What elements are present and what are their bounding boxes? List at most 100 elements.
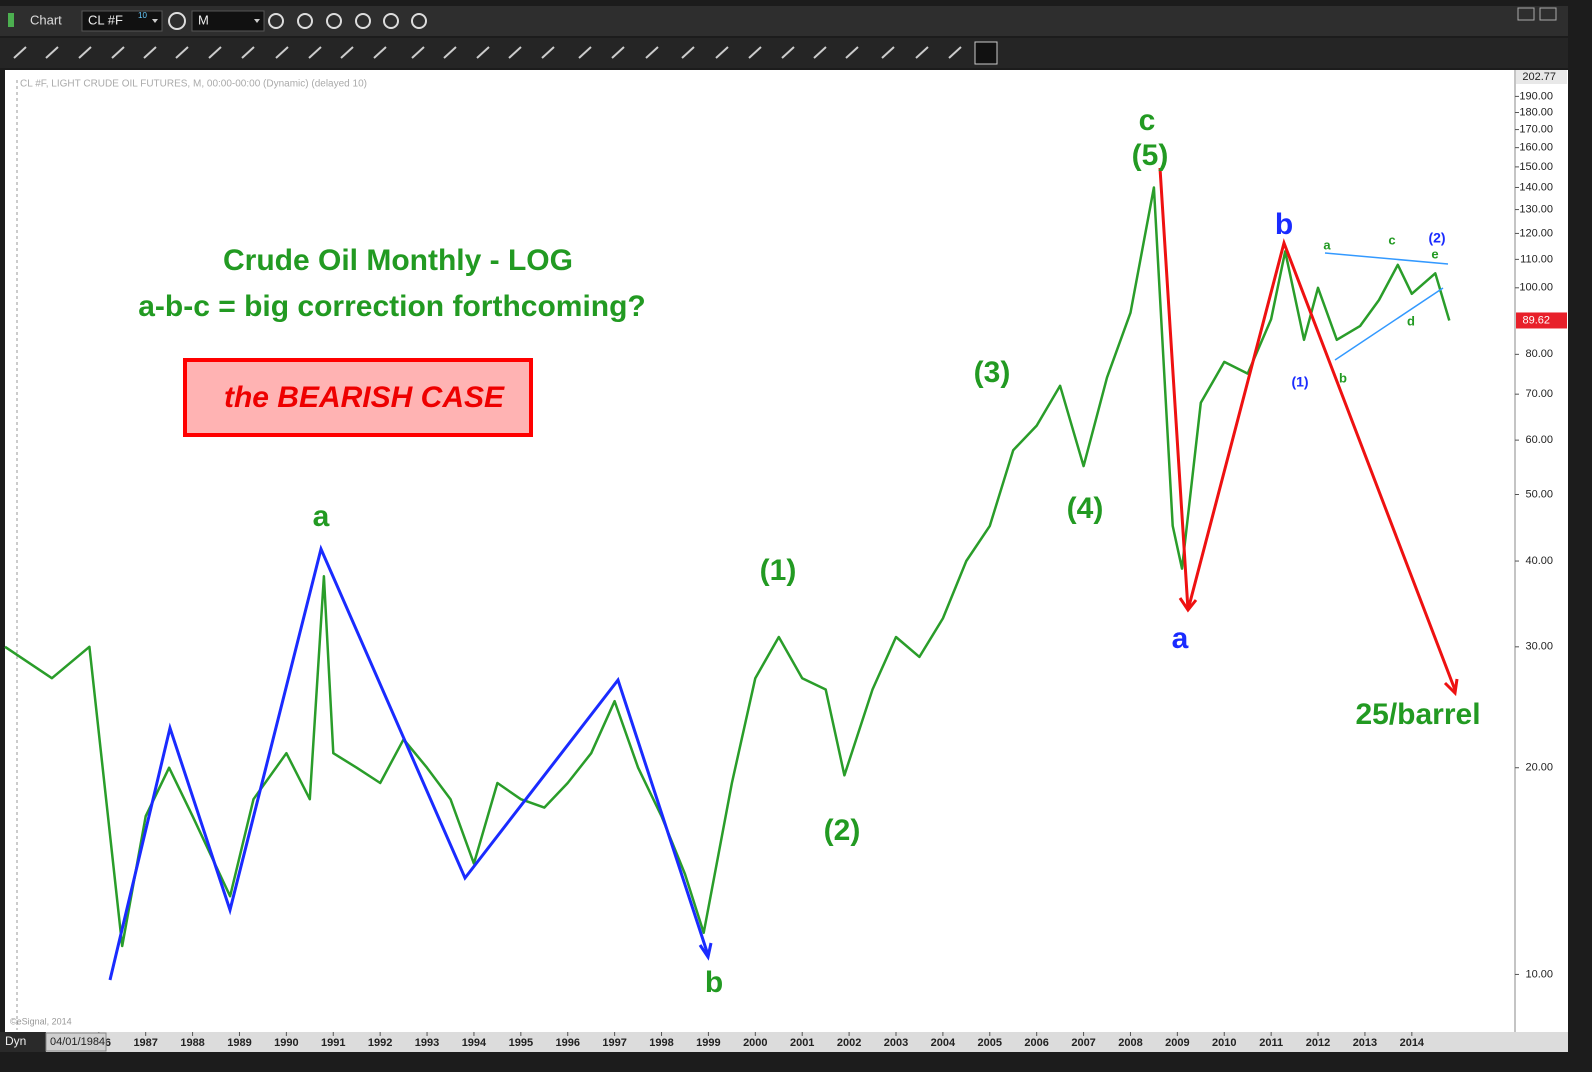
tool-icon (915, 46, 929, 59)
price-axis (1515, 70, 1568, 1032)
title-tool[interactable] (326, 13, 342, 29)
y-tick-label: 160.00 (1519, 142, 1553, 154)
x-tick-label: 1993 (415, 1037, 439, 1049)
title-tool[interactable] (297, 13, 313, 29)
title-tool[interactable] (268, 13, 284, 29)
x-tick-label: 2003 (884, 1037, 908, 1049)
link-button[interactable] (168, 12, 186, 30)
x-tick-label: 1995 (509, 1037, 533, 1049)
tool-button[interactable] (878, 43, 900, 63)
tool-icon (373, 46, 387, 59)
x-tick-label: 1994 (462, 1037, 487, 1049)
title-tool[interactable] (411, 13, 427, 29)
tool-button[interactable] (608, 43, 630, 63)
tool-button[interactable] (10, 43, 32, 63)
wave-label: (4) (1067, 492, 1104, 525)
title-tool[interactable] (383, 13, 399, 29)
tool-button[interactable] (42, 43, 64, 63)
x-tick-label: 2002 (837, 1037, 861, 1049)
tool-icon (781, 46, 795, 59)
y-tick-label: 60.00 (1525, 434, 1553, 446)
last-price-box (1516, 312, 1567, 329)
wave-label: (2) (824, 814, 861, 847)
wave-label: c (1388, 232, 1395, 247)
tool-button[interactable] (272, 43, 294, 63)
y-tick-label: 30.00 (1525, 641, 1553, 653)
tool-button[interactable] (678, 43, 700, 63)
y-tick-label: 80.00 (1525, 348, 1553, 360)
y-tick-label: 170.00 (1519, 123, 1553, 135)
tool-button[interactable] (842, 43, 864, 63)
x-tick-label: 2006 (1024, 1037, 1048, 1049)
symbol-badge: 10 (138, 11, 147, 20)
tool-button[interactable] (575, 43, 597, 63)
x-tick-label: 1987 (133, 1037, 157, 1049)
start-date: 04/01/1984 (50, 1036, 105, 1048)
tool-button[interactable] (140, 43, 162, 63)
tool-button[interactable] (440, 43, 462, 63)
scale-top-box (1516, 70, 1567, 84)
tool-button[interactable] (945, 43, 967, 63)
y-tick-label: 40.00 (1525, 555, 1553, 567)
tool-icon (175, 46, 189, 59)
tool-button[interactable] (75, 43, 97, 63)
tool-icon (578, 46, 592, 59)
dropdown-arrow (152, 19, 158, 23)
tool-button[interactable] (912, 43, 934, 63)
chart-subtitle: a-b-c = big correction forthcoming? (138, 290, 646, 323)
tool-button[interactable] (337, 43, 359, 63)
scale-top-label: 202.77 (1522, 71, 1556, 83)
tool-button[interactable] (642, 43, 664, 63)
tool-icon (476, 46, 490, 59)
x-tick-label: 2001 (790, 1037, 814, 1049)
x-tick-label: 2010 (1212, 1037, 1236, 1049)
tool-button[interactable] (408, 43, 430, 63)
tool-icon (340, 46, 354, 59)
x-tick-label: 1998 (649, 1037, 673, 1049)
tool-button[interactable] (810, 43, 832, 63)
tool-button[interactable] (108, 43, 130, 63)
x-tick-label: 2013 (1353, 1037, 1377, 1049)
tool-icon (143, 46, 157, 59)
tool-button[interactable] (205, 43, 227, 63)
tool-icon (681, 46, 695, 59)
x-tick-label: 2007 (1071, 1037, 1095, 1049)
tool-icon (443, 46, 457, 59)
tool-button[interactable] (745, 43, 767, 63)
restore-button[interactable] (1517, 7, 1535, 21)
y-tick-label: 110.00 (1520, 253, 1553, 265)
symbol-input[interactable] (81, 10, 163, 32)
tool-icon (78, 46, 92, 59)
interval-input[interactable] (191, 10, 265, 32)
tool-button[interactable] (305, 43, 327, 63)
y-tick-label: 120.00 (1519, 227, 1553, 239)
title-tool[interactable] (355, 13, 371, 29)
window-title: Chart (30, 12, 62, 27)
tool-button[interactable] (778, 43, 800, 63)
wave-label: b (705, 966, 723, 999)
tool-button[interactable] (712, 43, 734, 63)
y-tick-label: 130.00 (1519, 203, 1553, 215)
close-button[interactable] (1539, 7, 1557, 21)
app-icon (8, 13, 14, 27)
tool-button[interactable] (172, 43, 194, 63)
wave-label: (2) (1428, 230, 1445, 246)
series-layer (4, 186, 1451, 948)
x-tick-label: 1988 (180, 1037, 204, 1049)
wave-drawing (108, 544, 710, 981)
wave-label: b (1275, 208, 1293, 241)
tool-button[interactable] (538, 43, 560, 63)
price-line (4, 186, 1451, 948)
tool-button[interactable] (505, 43, 527, 63)
tool-icon (611, 46, 625, 59)
tool-button[interactable] (473, 43, 495, 63)
magnet-button[interactable] (974, 41, 998, 65)
x-tick-label: 1991 (321, 1037, 345, 1049)
tool-button[interactable] (370, 43, 392, 63)
dyn-box[interactable] (0, 1032, 46, 1052)
x-tick-label: 2011 (1259, 1037, 1283, 1049)
tool-icon (748, 46, 762, 59)
tool-button[interactable] (238, 43, 260, 63)
y-tick-label: 150.00 (1519, 161, 1553, 173)
